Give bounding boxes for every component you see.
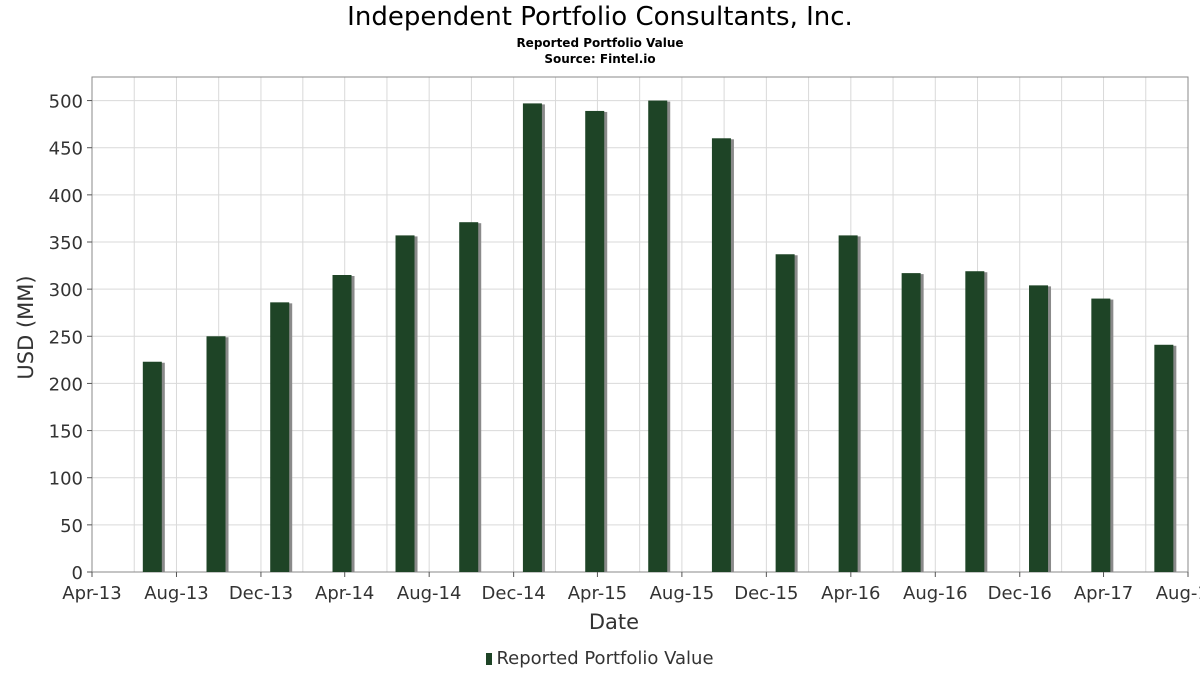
x-tick-label: Aug-15 <box>650 583 715 604</box>
bar <box>838 235 858 572</box>
x-tick-label: Apr-16 <box>821 583 880 604</box>
grid-lines <box>91 77 1189 573</box>
bar <box>459 222 479 572</box>
chart-title: Independent Portfolio Consultants, Inc. <box>347 2 853 32</box>
bar <box>901 273 921 572</box>
x-tick-label: Apr-14 <box>315 583 374 604</box>
bar <box>332 275 352 572</box>
x-tick-label: Dec-15 <box>734 583 798 604</box>
y-tick-label: 400 <box>49 186 83 207</box>
chart-source: Source: Fintel.io <box>544 52 656 66</box>
y-tick-label: 450 <box>49 139 83 160</box>
x-tick-label: Aug-14 <box>397 583 462 604</box>
bar <box>1154 344 1174 572</box>
x-tick-label: Apr-17 <box>1074 583 1133 604</box>
x-tick-label: Dec-13 <box>229 583 293 604</box>
chart-subtitle: Reported Portfolio Value <box>516 36 684 50</box>
x-tick-label: Aug-13 <box>144 583 209 604</box>
y-tick-label: 250 <box>49 327 83 348</box>
axes: 0 50 100 150 200 250 300 350 400 450 500 Apr-13 Aug-… <box>49 92 1200 604</box>
y-tick-label: 150 <box>49 422 83 443</box>
y-tick-label: 500 <box>49 92 83 113</box>
y-tick-label: 200 <box>49 374 83 395</box>
bar <box>648 100 668 573</box>
bar <box>395 235 415 572</box>
x-axis-title: Date <box>589 610 639 634</box>
y-tick-label: 50 <box>60 516 83 537</box>
y-tick-label: 350 <box>49 233 83 254</box>
bar <box>775 254 795 572</box>
legend-swatch <box>486 653 493 665</box>
bar <box>1029 285 1049 572</box>
y-tick-label: 300 <box>49 280 83 301</box>
bar <box>711 138 731 573</box>
x-tick-label: Apr-13 <box>62 583 121 604</box>
y-tick-label: 0 <box>72 563 83 584</box>
bar <box>585 110 605 572</box>
legend: Reported Portfolio Value <box>0 648 1200 669</box>
y-tick-label: 100 <box>49 469 83 490</box>
x-tick-label: Aug-17 <box>1156 583 1200 604</box>
bar <box>142 361 162 572</box>
x-tick-label: Dec-16 <box>988 583 1052 604</box>
bar <box>965 271 985 572</box>
x-tick-label: Apr-15 <box>568 583 627 604</box>
x-tick-label: Dec-14 <box>482 583 546 604</box>
y-axis-title: USD (MM) <box>14 275 38 379</box>
bar <box>270 302 290 572</box>
bar <box>522 103 542 573</box>
bar <box>1091 298 1111 572</box>
x-tick-label: Aug-16 <box>903 583 968 604</box>
bars <box>142 100 1177 573</box>
bar <box>206 336 226 572</box>
plot-area-border <box>91 76 1189 573</box>
legend-label: Reported Portfolio Value <box>496 648 714 669</box>
